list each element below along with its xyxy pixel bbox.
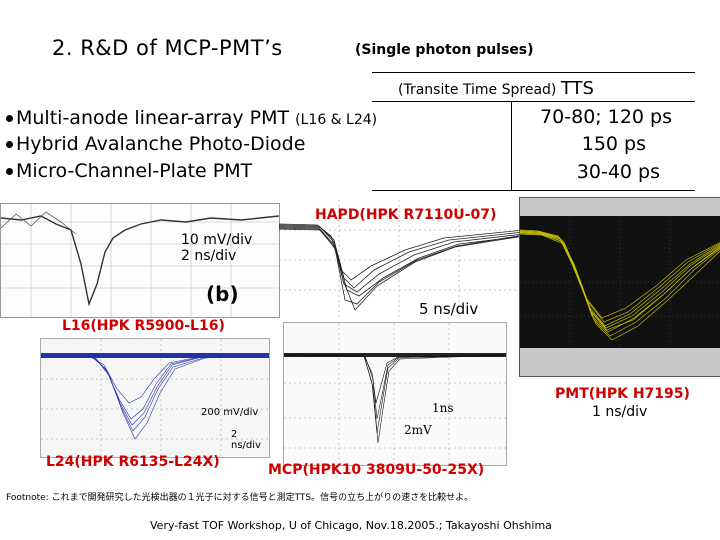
header-rule-mid [372, 101, 695, 102]
l16-label: L16(HPK R5900-L16) [62, 318, 225, 334]
hapd-panel-tag: (b) [206, 282, 239, 306]
column-divider [511, 101, 512, 190]
detector-detail: (L16 & L24) [295, 112, 378, 128]
pmt-scale: 1 ns/div [592, 404, 648, 420]
hapd-scale-t: 2 ns/div [181, 248, 237, 264]
detector-item-hapd: Hybrid Avalanche Photo-Diode [6, 133, 305, 155]
mcp-graph [284, 323, 506, 465]
plot-mcp: 1ns 2mV [283, 322, 507, 466]
page-title: 2. R&D of MCP-PMT’s [52, 36, 283, 60]
header-rule-bottom [372, 190, 695, 191]
plot-hapd-scope: HAPD(HPK R7110U-07) 5 ns/div [279, 200, 524, 318]
plot-hapd-scan: 10 mV/div 2 ns/div (b) [0, 203, 280, 318]
mcp-scale-v: 2mV [404, 423, 432, 437]
detector-name: Micro-Channel-Plate PMT [16, 160, 253, 182]
page-subtitle: (Single photon pulses) [355, 42, 534, 58]
hapd-scope-scale: 5 ns/div [419, 300, 479, 318]
tts-value-hapd: 150 ps [581, 133, 646, 155]
plot-pmt-scope [519, 197, 720, 377]
header-rule-top [372, 72, 695, 73]
tts-value-mcp: 30-40 ps [576, 161, 660, 183]
l24-scale-v: 200 mV/div [201, 407, 259, 418]
tts-value-mapmt: 70-80; 120 ps [540, 106, 672, 128]
bullet-dot [6, 168, 13, 175]
mcp-label: MCP(HPK10 3809U-50-25X) [268, 462, 485, 478]
bullet-dot [6, 115, 13, 122]
plot-l16: 200 mV/div 2 ns/div [40, 338, 270, 458]
l24-scale-t: 2 ns/div [231, 429, 261, 451]
footer: Very-fast TOF Workshop, U of Chicago, No… [150, 519, 552, 532]
hapd-scale-v: 10 mV/div [181, 232, 253, 248]
l24-label: L24(HPK R6135-L24X) [46, 454, 220, 470]
footnote: Footnote: これまで開発研究した光検出器の１光子に対する信号と測定TTS… [6, 493, 474, 503]
mcp-scale-t: 1ns [432, 401, 454, 415]
detector-name: Hybrid Avalanche Photo-Diode [16, 133, 306, 155]
detector-item-mcp: Micro-Channel-Plate PMT [6, 160, 252, 182]
pmt-scope-graph [519, 198, 720, 376]
tts-abbrev: TTS [560, 78, 594, 99]
detector-name: Multi-anode linear-array PMT [16, 107, 290, 129]
detector-item-mapmt: Multi-anode linear-array PMT (L16 & L24) [6, 107, 377, 129]
pmt-label: PMT(HPK H7195) [555, 386, 690, 402]
tts-column-header: (Transite Time Spread) TTS [398, 78, 594, 99]
bullet-dot [6, 141, 13, 148]
hapd-scope-graph [279, 200, 524, 318]
l16-graph [41, 339, 269, 457]
hapd-label: HAPD(HPK R7110U-07) [315, 207, 497, 223]
tts-label: (Transite Time Spread) [398, 82, 557, 98]
hapd-scan-graph [1, 204, 279, 317]
